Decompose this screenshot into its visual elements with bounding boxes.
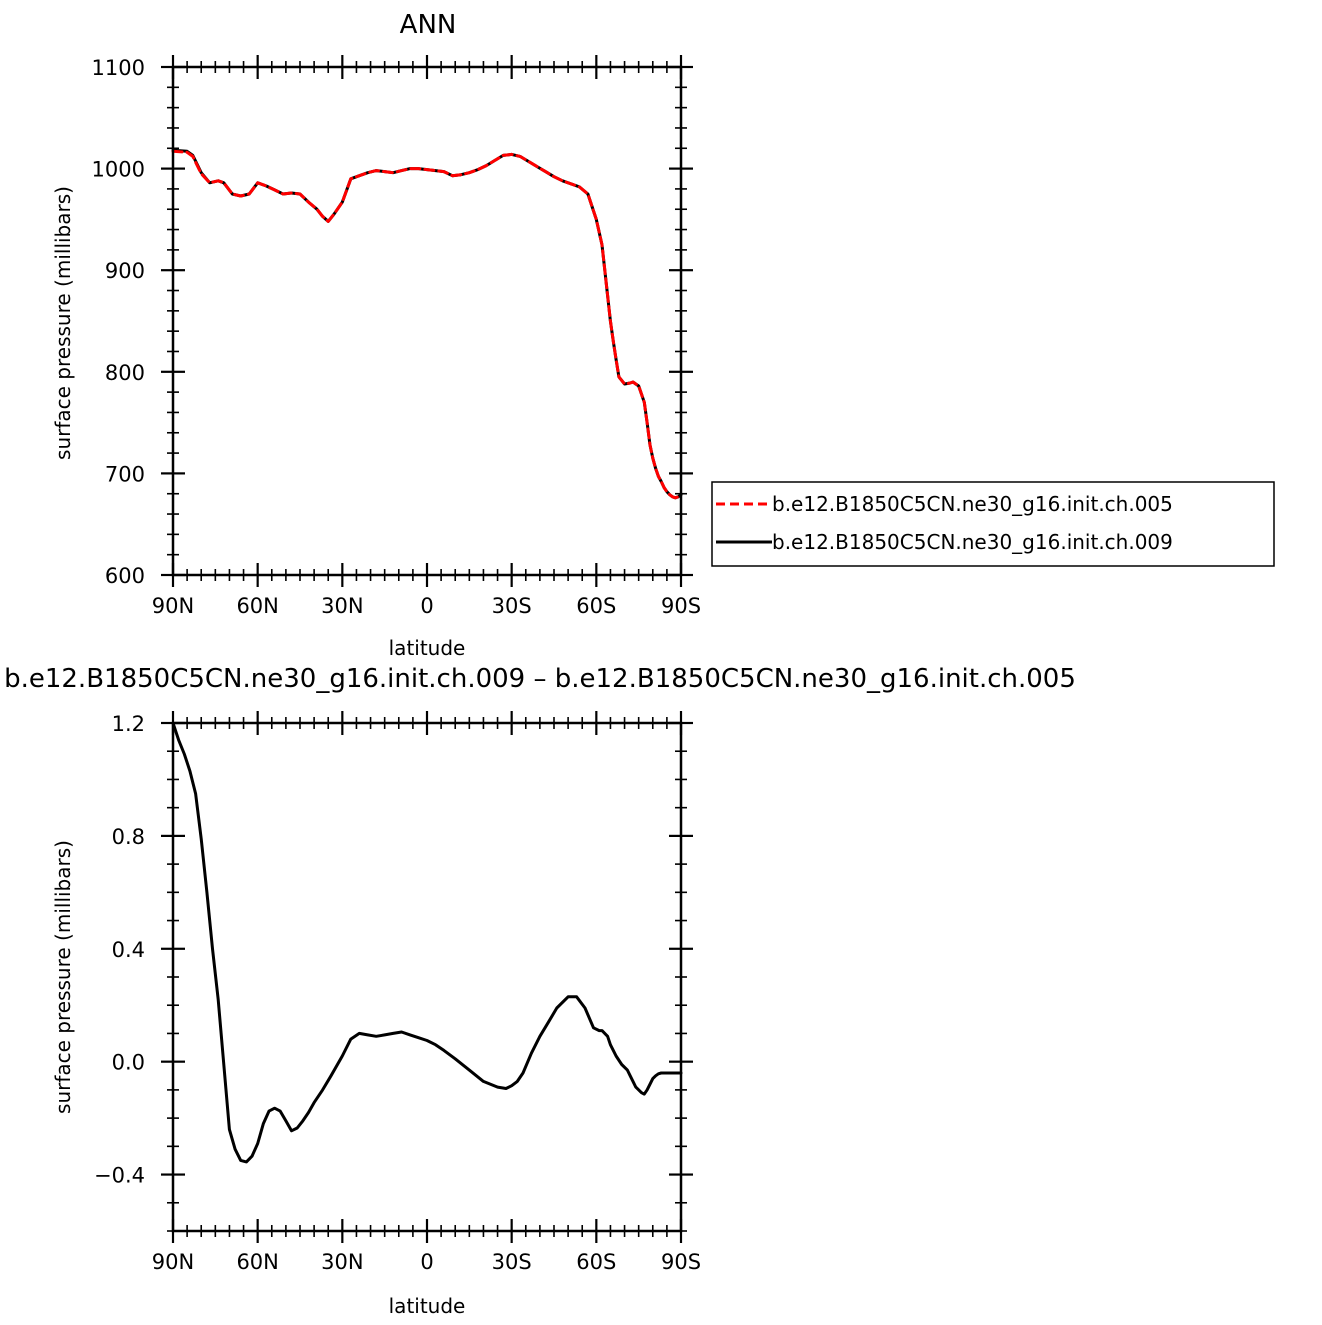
bottom-chart-y-tick-label: 0.0 — [112, 1051, 145, 1075]
top-chart-y-tick-label: 800 — [105, 361, 145, 385]
bottom-chart-x-tick-label: 90S — [661, 1250, 701, 1274]
top-chart-y-tick-label: 1100 — [92, 56, 145, 80]
top-panel: ANN 90N 60N 30N 0 30S 60S 90S 600 700 800 900 1000 1… — [51, 10, 1275, 660]
bottom-chart-ticks: 90N 60N 30N 0 30S 60S 90S −0.4 0.0 0.4 0.8 1.2 — [94, 711, 701, 1274]
top-chart-x-tick-label: 60S — [576, 594, 616, 618]
top-chart-x-tick-label: 90N — [152, 594, 194, 618]
bottom-chart-series-line-0 — [171, 721, 683, 1164]
top-chart-title: ANN — [400, 10, 457, 40]
top-chart-x-tick-label: 0 — [420, 594, 433, 618]
bottom-chart-x-tick-label: 60N — [236, 1250, 278, 1274]
bottom-chart-x-tick-label: 0 — [420, 1250, 433, 1274]
bottom-chart-title: b.e12.B1850C5CN.ne30_g16.init.ch.009 – b… — [4, 664, 1076, 694]
bottom-chart-x-tick-label: 90N — [152, 1250, 194, 1274]
legend-label-ch009: b.e12.B1850C5CN.ne30_g16.init.ch.009 — [772, 530, 1173, 554]
top-chart-y-tick-label: 900 — [105, 259, 145, 283]
top-chart-x-tick-label: 30N — [321, 594, 363, 618]
legend-label-ch005: b.e12.B1850C5CN.ne30_g16.init.ch.005 — [772, 492, 1173, 516]
bottom-chart-x-axis-label: latitude — [389, 1294, 466, 1318]
top-chart-x-tick-label: 60N — [236, 594, 278, 618]
bottom-chart-y-tick-label: 0.8 — [112, 825, 145, 849]
top-chart-x-tick-label: 30S — [492, 594, 532, 618]
bottom-chart-x-tick-label: 30S — [492, 1250, 532, 1274]
top-chart-series-line-0 — [171, 149, 683, 500]
top-chart-y-tick-label: 700 — [105, 462, 145, 486]
bottom-chart-y-tick-label: 0.4 — [112, 938, 145, 962]
top-chart-series-line-1 — [171, 148, 683, 500]
top-chart-y-tick-label: 1000 — [92, 158, 145, 182]
top-chart-y-axis-label: surface pressure (millibars) — [51, 186, 75, 460]
top-chart-y-tick-label: 600 — [105, 564, 145, 588]
legend-box — [711, 481, 1275, 567]
top-chart-lines — [171, 148, 683, 500]
bottom-chart-x-tick-label: 60S — [576, 1250, 616, 1274]
legend: b.e12.B1850C5CN.ne30_g16.init.ch.005 b.e… — [711, 481, 1275, 567]
bottom-chart-frame — [171, 721, 683, 1233]
bottom-chart-y-axis-label: surface pressure (millibars) — [51, 840, 75, 1114]
top-chart-frame — [171, 65, 683, 577]
bottom-chart-y-tick-label: 1.2 — [112, 712, 145, 736]
top-chart-x-axis-label: latitude — [389, 636, 466, 660]
bottom-chart-x-tick-label: 30N — [321, 1250, 363, 1274]
bottom-chart-lines — [171, 721, 683, 1164]
bottom-chart-y-tick-label: −0.4 — [94, 1164, 145, 1188]
top-chart-x-tick-label: 90S — [661, 594, 701, 618]
bottom-panel: b.e12.B1850C5CN.ne30_g16.init.ch.009 – b… — [4, 664, 1076, 1318]
top-chart-ticks: 90N 60N 30N 0 30S 60S 90S 600 700 800 900 1000 1100 — [92, 55, 701, 618]
